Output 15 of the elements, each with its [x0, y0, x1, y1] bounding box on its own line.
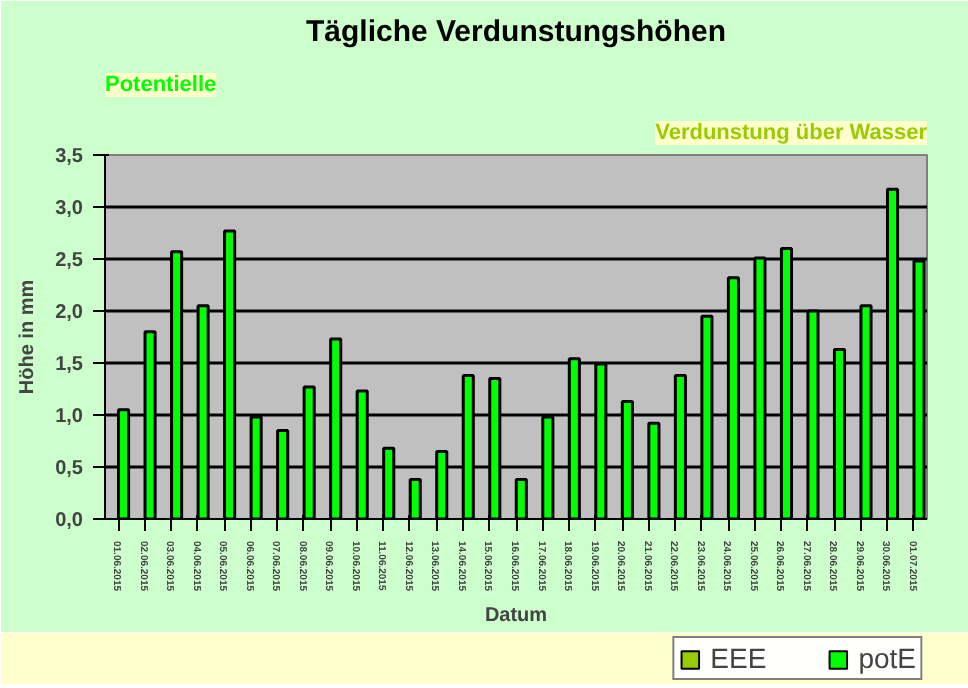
x-axis-title: Datum	[484, 605, 548, 628]
y-axis-title: Höhe in mm	[17, 279, 40, 395]
y-tick-label: 1,5	[55, 354, 84, 376]
y-tick-label: 0,0	[55, 510, 84, 532]
legend-label: potE	[858, 642, 916, 674]
y-tick-label: 3,5	[55, 146, 84, 168]
chart-title: Tägliche Verdunstungshöhen	[305, 15, 727, 49]
text: Potentielle	[105, 73, 217, 97]
y-tick-label: 3,0	[55, 198, 84, 220]
y-tick-label: 2,0	[55, 302, 84, 324]
y-tick-label: 2,5	[55, 250, 84, 272]
y-tick-label: 1,0	[55, 406, 84, 428]
y-tick-label: 0,5	[55, 458, 84, 480]
text: Verdunstung über Wasser	[655, 121, 929, 145]
legend-label: EEE	[710, 642, 767, 674]
